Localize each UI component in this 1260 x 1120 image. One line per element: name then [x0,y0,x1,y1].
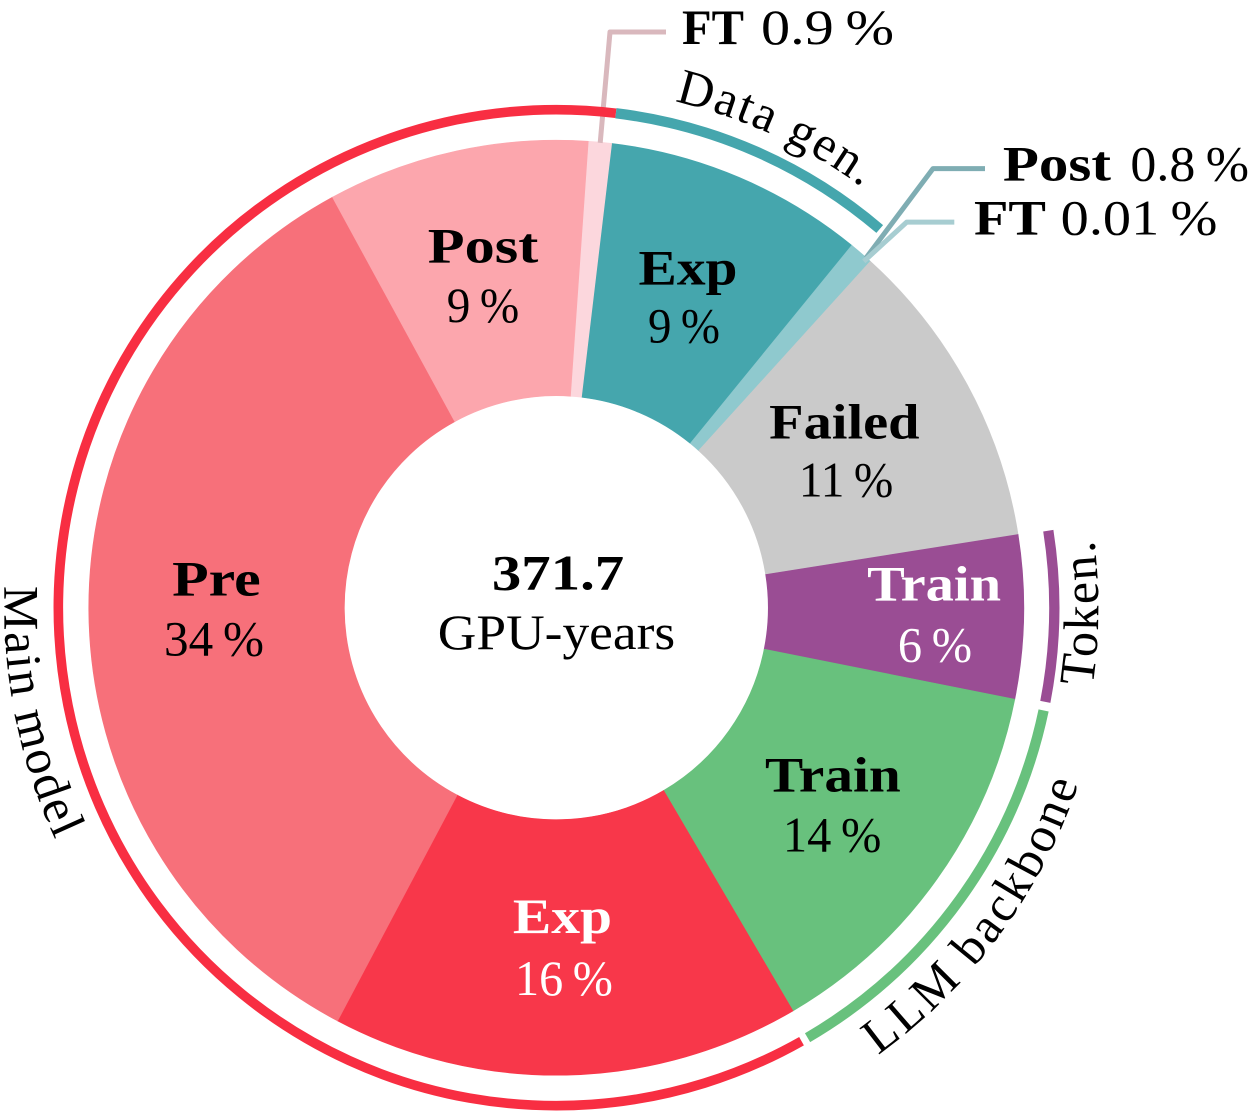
svg-text:Exp: Exp [513,888,612,944]
svg-text:0.01 %: 0.01 % [1061,189,1218,245]
svg-text:0.8 %: 0.8 % [1130,136,1249,192]
svg-text:Main model: Main model [0,586,97,846]
svg-text:371.7: 371.7 [492,545,624,601]
svg-text:Post: Post [1003,136,1112,192]
svg-text:FT: FT [682,0,744,55]
svg-text:16 %: 16 % [515,950,613,1006]
svg-text:14 %: 14 % [783,806,882,862]
svg-text:6 %: 6 % [898,617,972,673]
svg-text:0.9 %: 0.9 % [761,0,894,55]
svg-text:Pre: Pre [172,551,261,607]
svg-text:Failed: Failed [769,394,920,450]
svg-text:Token.: Token. [1048,537,1109,688]
svg-text:34 %: 34 % [164,611,264,667]
svg-text:9 %: 9 % [447,277,519,333]
svg-text:9 %: 9 % [648,298,720,354]
svg-text:Train: Train [867,556,1001,612]
svg-text:11 %: 11 % [799,452,893,508]
svg-text:Train: Train [765,746,901,802]
svg-text:Post: Post [428,218,539,274]
svg-text:GPU-years: GPU-years [438,604,675,660]
svg-text:FT: FT [974,189,1046,245]
svg-text:Exp: Exp [639,240,738,296]
